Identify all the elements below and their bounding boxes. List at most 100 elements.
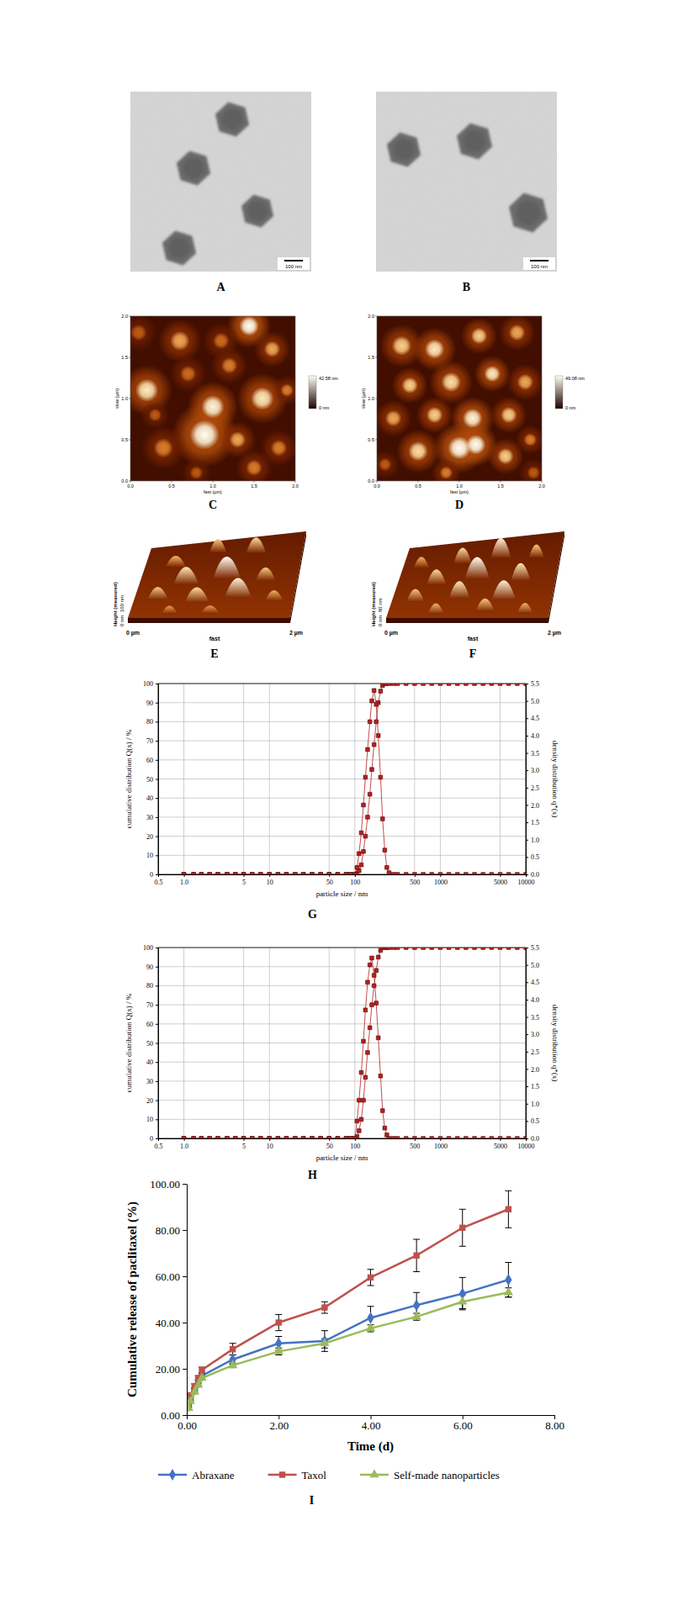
afm-y-tick-label: 0.5 [121,437,128,443]
y2-axis-tick: 2.5 [525,1049,540,1057]
x-axis-tick: 5000 [493,874,508,887]
surface-peak [449,581,471,599]
y2-axis-tick-mark [525,948,529,949]
series-marker [241,1137,246,1140]
y-axis-tick-label: 40 [146,794,154,803]
y2-axis-tick-label: 0.5 [530,853,540,862]
y2-axis-tick-label: 0.5 [530,1118,540,1126]
afm-texture [519,458,542,482]
afm-texture [461,317,498,355]
series-marker [438,948,443,950]
tem-particle-core [182,157,204,179]
y2-axis-tick-mark [525,874,529,876]
afm-texture [498,316,536,351]
series-marker [498,948,503,950]
tem-particle-core [168,237,190,259]
plot-area [181,948,526,1140]
y2-axis-tick: 1.5 [525,1083,540,1092]
chart: 0.51.05105010050010005000100000102030405… [124,944,560,1182]
series-line [188,1280,509,1407]
series-marker [359,1070,364,1076]
color-bar-min: 0 nm [318,405,330,411]
x-axis-tick: 50 [326,1139,334,1151]
afm-tick [128,398,131,400]
afm-tick [254,481,255,483]
series-marker [327,873,332,875]
x-axis-tick: 1.0 [180,874,189,887]
series-marker [292,873,297,875]
y-axis-tick-mark [155,948,159,949]
error-bar-cap [275,1330,282,1332]
series-marker [481,948,486,950]
afm-3d-view: 0 µmfast2 µmHeight (measured)0 nm80 nm [370,531,565,642]
afm-y-tick-label: 0.0 [121,478,128,484]
y2-axis-tick: 3.5 [525,750,540,758]
afm-particle [238,316,260,337]
afm-x-tick-label: 2.0 [291,483,299,489]
series-marker [455,683,460,686]
x-axis-tick: 6.00 [453,1415,473,1433]
series-marker [361,803,366,808]
series-marker [284,1137,289,1140]
y2-axis-tick: 5.0 [525,962,540,970]
y2-axis-tick: 0.0 [525,1135,540,1144]
y2-axis-tick: 5.5 [525,944,540,953]
afm-particle [523,433,537,447]
y-axis-tick-mark [155,760,159,762]
error-bar-cap [504,1297,512,1299]
y-axis-tick-label: 70 [146,1001,154,1010]
series-marker [361,1098,366,1103]
series-marker [489,683,494,686]
y2-axis-tick-mark [525,1139,529,1140]
grid-line [158,778,526,780]
y2-axis-tick-label: 3.5 [530,750,540,758]
y-axis-tick-label: 0 [149,1135,154,1144]
series-marker [310,873,315,875]
series-marker [275,1319,282,1326]
afm-y-tick-label: 0.0 [367,478,375,484]
y2-axis-tick-label: 1.5 [530,1083,540,1092]
error-bar-cap [413,1240,420,1241]
series-marker [391,1137,396,1140]
series-marker [378,1074,383,1079]
series-line [188,1209,509,1405]
z-max-label: 100 nm [119,595,125,613]
afm-texture [158,319,202,364]
y2-axis: 0.00.51.01.52.02.53.03.54.04.55.05.5 [525,944,540,1144]
series-marker [310,873,315,875]
afm-frame [376,316,542,482]
surface-peak [185,588,210,604]
series-marker [386,871,392,875]
series-marker [411,1312,421,1321]
series-marker [355,1119,360,1124]
series-marker [216,873,221,875]
y2-axis-tick-label: 2.0 [530,1066,540,1075]
panel-label: F [469,647,477,661]
series-marker [481,683,486,686]
afm-tick [376,481,378,483]
series-marker [191,1137,197,1140]
x-axis-tick-mark [184,1139,186,1142]
series-marker [429,683,435,686]
y-axis-tick-mark [155,1005,159,1007]
surface-peak [161,605,178,615]
y-axis-tick-mark [155,798,159,800]
grid-line [158,816,526,818]
afm-tick [500,481,502,483]
y-axis-tick: 40.00 [155,1317,187,1331]
y-axis-tick-label: 60 [146,1021,154,1029]
y2-axis-tick-label: 5.5 [530,944,540,953]
series-marker [301,873,306,875]
y-axis-tick-mark [155,683,159,685]
series-marker [233,1137,238,1140]
y2-axis-tick-mark [525,1086,529,1088]
series-marker [321,1304,328,1311]
x-axis-tick-label: 6.00 [453,1420,473,1433]
series-marker [191,873,197,875]
error-bar-cap [367,1286,375,1288]
series-marker [181,873,186,875]
series-marker [472,683,477,686]
afm-texture [431,458,461,482]
y-axis-tick-mark [155,1043,159,1045]
afm-tick [375,481,377,483]
